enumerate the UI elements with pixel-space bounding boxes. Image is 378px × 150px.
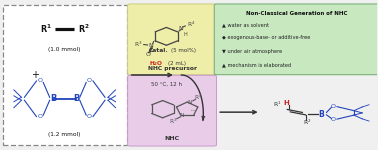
Text: B: B	[73, 94, 79, 103]
Text: B: B	[50, 94, 57, 103]
Text: $\mathrm{O}$: $\mathrm{O}$	[145, 50, 152, 58]
Text: NHC precursor: NHC precursor	[147, 66, 197, 71]
Text: (1.0 mmol): (1.0 mmol)	[48, 47, 81, 52]
Text: $\mathrm{N}$: $\mathrm{N}$	[187, 98, 193, 106]
Text: ▲ mechanism is elaborated: ▲ mechanism is elaborated	[222, 62, 291, 67]
FancyBboxPatch shape	[128, 4, 217, 75]
Text: 50 °C, 12 h: 50 °C, 12 h	[150, 82, 181, 87]
Text: $\mathrm{R^1}$: $\mathrm{R^1}$	[273, 99, 282, 109]
Text: $\mathbf{R^1}$: $\mathbf{R^1}$	[40, 23, 52, 35]
Text: ▼ under air atmosphere: ▼ under air atmosphere	[222, 49, 282, 54]
Text: $\mathrm{H}$: $\mathrm{H}$	[183, 30, 188, 38]
Text: $\mathbf{H_2O}$: $\mathbf{H_2O}$	[149, 59, 163, 68]
Text: O: O	[87, 114, 92, 119]
Text: $\mathrm{N}$: $\mathrm{N}$	[148, 41, 154, 49]
Text: (5 mol%): (5 mol%)	[170, 48, 195, 53]
Text: $\mathbf{H}$: $\mathbf{H}$	[284, 98, 291, 107]
Text: O: O	[38, 114, 43, 119]
Text: ▲ water as solvent: ▲ water as solvent	[222, 22, 269, 27]
Text: (2 mL): (2 mL)	[167, 61, 186, 66]
Text: (1.2 mmol): (1.2 mmol)	[48, 132, 81, 137]
Text: $\mathrm{R^2}$: $\mathrm{R^2}$	[304, 118, 312, 127]
Text: $\mathbf{R^2}$: $\mathbf{R^2}$	[78, 23, 90, 35]
Text: $\mathrm{R^4}$: $\mathrm{R^4}$	[187, 20, 195, 29]
Text: $\mathrm{N}$: $\mathrm{N}$	[179, 111, 185, 119]
Text: $\mathrm{N}$: $\mathrm{N}$	[178, 24, 184, 32]
Text: ◆ exogenous-base- or additive-free: ◆ exogenous-base- or additive-free	[222, 35, 310, 40]
Text: $\mathrm{R^3}$: $\mathrm{R^3}$	[134, 40, 142, 49]
Text: NHC: NHC	[164, 136, 180, 141]
Text: $\mathbf{B}$: $\mathbf{B}$	[318, 108, 325, 119]
Text: O: O	[38, 78, 43, 83]
Text: +: +	[31, 70, 39, 80]
Text: $\mathrm{R^3}$: $\mathrm{R^3}$	[169, 116, 177, 126]
FancyBboxPatch shape	[128, 75, 217, 146]
Text: Non-Classical Generation of NHC: Non-Classical Generation of NHC	[246, 11, 347, 16]
Text: $\mathrm{R^4}$: $\mathrm{R^4}$	[194, 93, 203, 102]
Text: Catal.: Catal.	[149, 48, 169, 53]
Text: O: O	[331, 104, 336, 109]
Text: O: O	[87, 78, 92, 83]
FancyBboxPatch shape	[214, 4, 378, 75]
Text: O: O	[331, 117, 336, 122]
FancyBboxPatch shape	[3, 5, 127, 145]
